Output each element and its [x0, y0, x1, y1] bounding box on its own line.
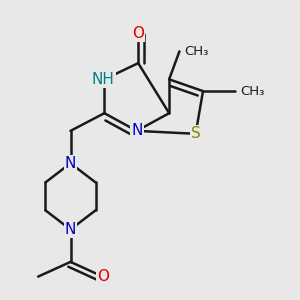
- Text: O: O: [132, 26, 144, 41]
- Text: NH: NH: [92, 72, 114, 87]
- Text: S: S: [191, 126, 200, 141]
- Text: N: N: [131, 123, 142, 138]
- Text: O: O: [97, 269, 109, 284]
- Text: CH₃: CH₃: [240, 85, 264, 98]
- Text: N: N: [65, 222, 76, 237]
- Text: CH₃: CH₃: [184, 45, 208, 58]
- Text: N: N: [65, 156, 76, 171]
